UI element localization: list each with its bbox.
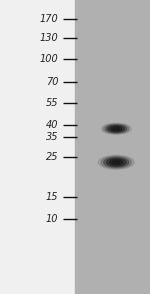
- Text: 40: 40: [46, 120, 58, 130]
- Ellipse shape: [104, 157, 129, 167]
- Ellipse shape: [101, 123, 131, 134]
- Ellipse shape: [109, 160, 123, 165]
- Text: 170: 170: [40, 14, 58, 24]
- Ellipse shape: [108, 126, 124, 132]
- Ellipse shape: [112, 161, 120, 164]
- Ellipse shape: [106, 125, 127, 133]
- Text: 70: 70: [46, 77, 58, 87]
- Ellipse shape: [115, 128, 118, 129]
- Ellipse shape: [103, 124, 129, 133]
- Ellipse shape: [111, 127, 122, 131]
- Ellipse shape: [98, 155, 134, 169]
- Bar: [75, 0, 150, 294]
- Text: 25: 25: [46, 152, 58, 162]
- Text: 35: 35: [46, 132, 58, 142]
- Text: 15: 15: [46, 192, 58, 202]
- Text: 55: 55: [46, 98, 58, 108]
- Text: 130: 130: [40, 33, 58, 43]
- Bar: [0, 0, 75, 294]
- Ellipse shape: [113, 128, 120, 130]
- Text: 10: 10: [46, 214, 58, 224]
- Ellipse shape: [101, 156, 132, 168]
- Ellipse shape: [106, 158, 126, 166]
- Text: 100: 100: [40, 54, 58, 64]
- Ellipse shape: [114, 162, 118, 163]
